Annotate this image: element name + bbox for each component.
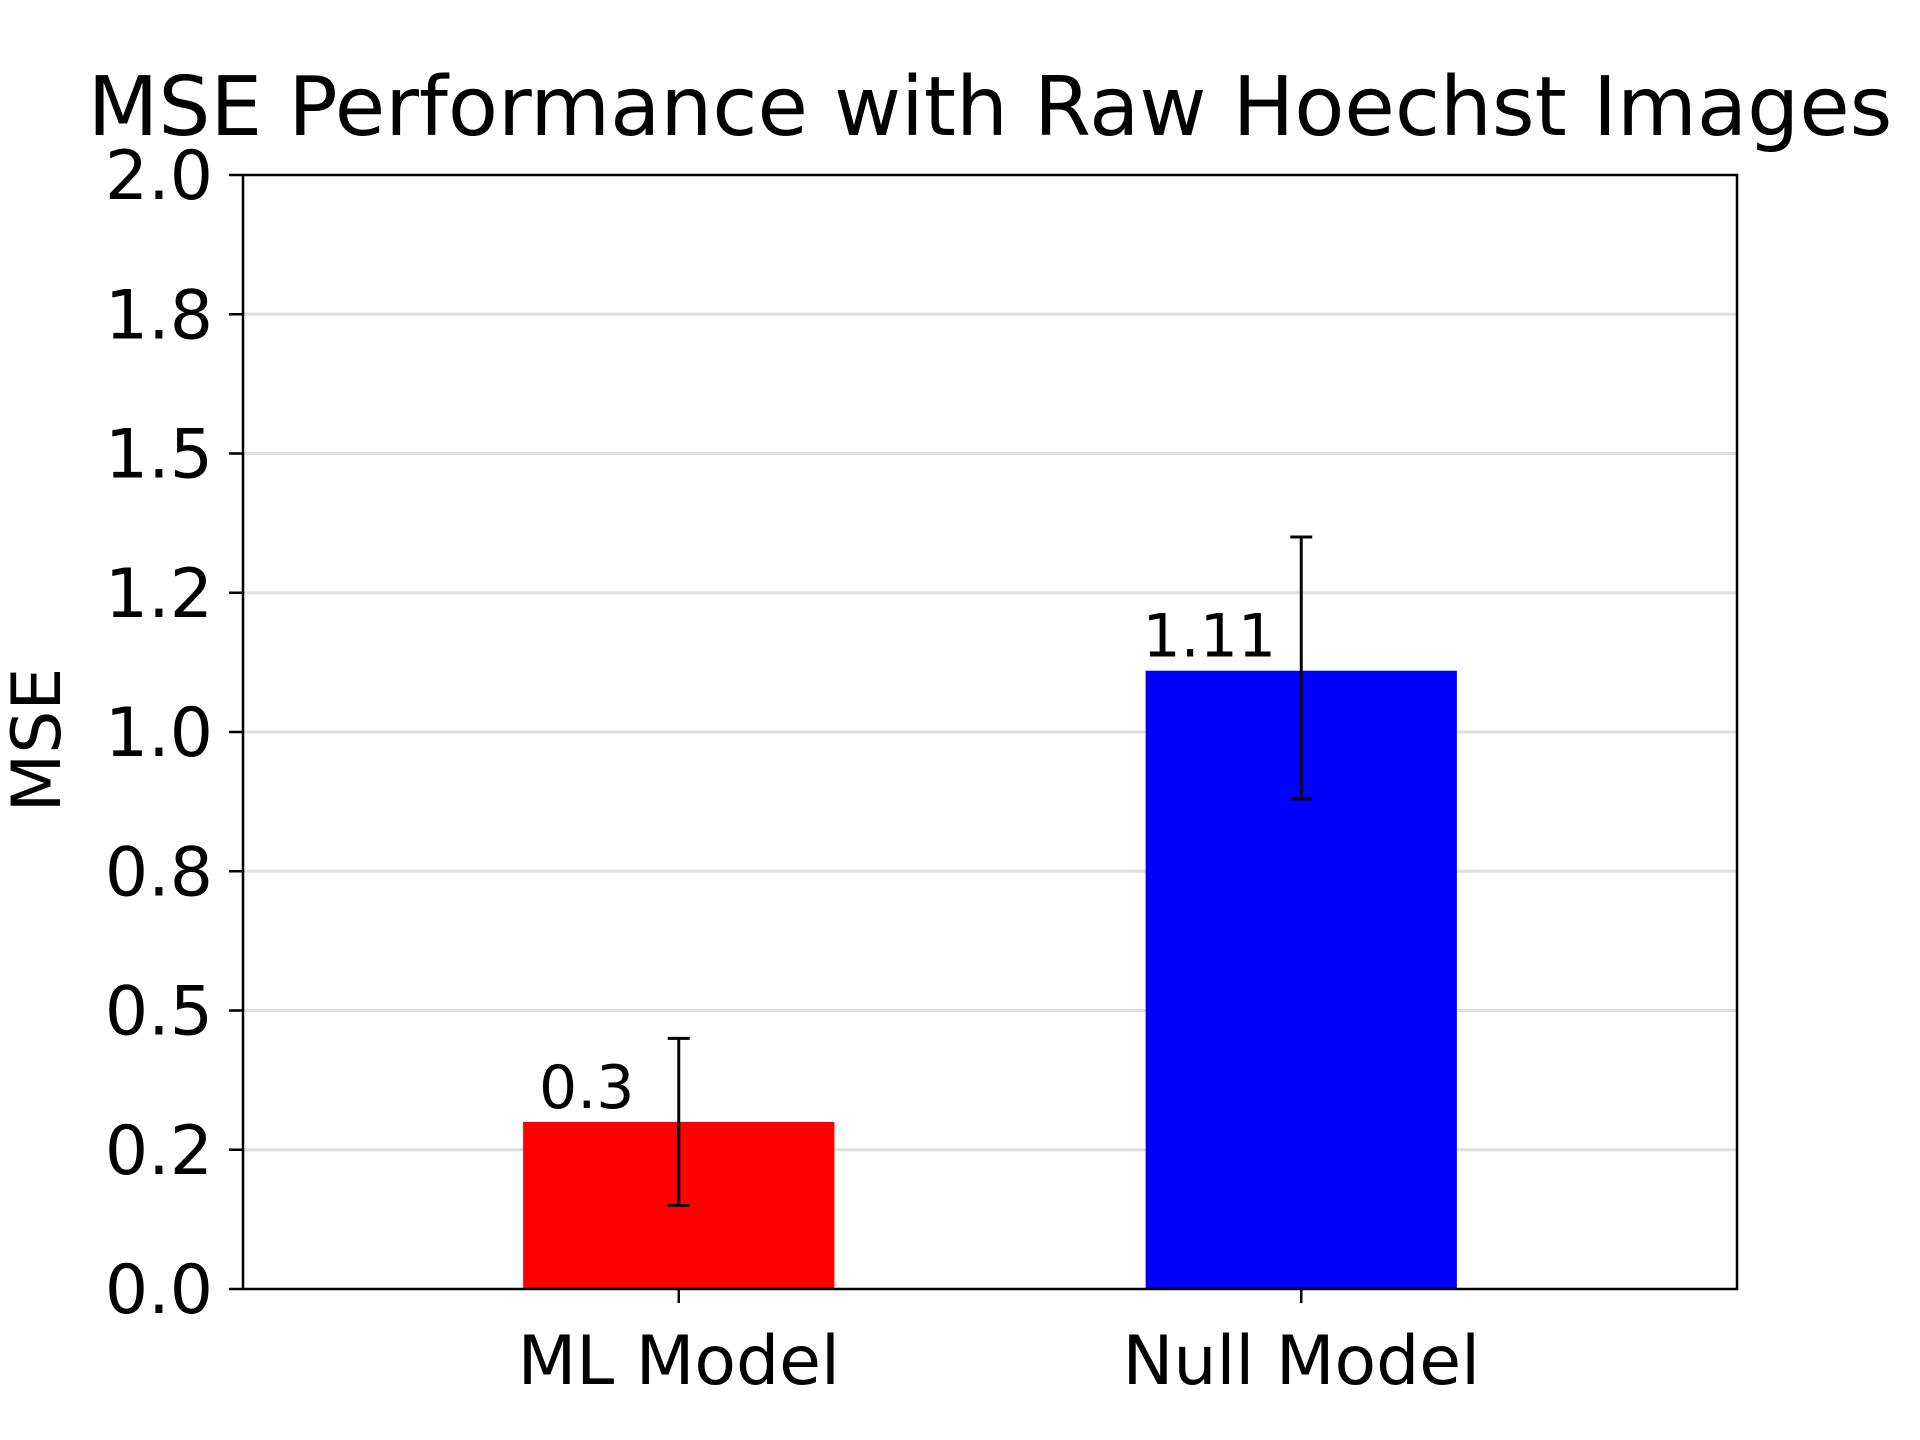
x-tick-label-0: ML Model	[518, 1322, 840, 1401]
x-axis-ticks: ML Model Null Model	[518, 1289, 1480, 1401]
y-tick-label-8: 2.0	[105, 137, 213, 216]
y-axis-label: MSE	[0, 668, 77, 813]
y-tick-label-7: 1.8	[105, 276, 213, 355]
y-tick-label-6: 1.5	[105, 416, 213, 495]
data-labels: 0.3 1.11	[539, 602, 1276, 1123]
y-tick-label-5: 1.2	[105, 555, 213, 634]
y-tick-label-1: 0.2	[105, 1112, 213, 1191]
bars	[523, 670, 1457, 1289]
data-label-1: 1.11	[1142, 602, 1276, 672]
gridlines	[243, 312, 1737, 1152]
y-tick-label-0: 0.0	[105, 1251, 213, 1330]
y-axis-ticks: 0.0 0.2 0.5 0.8 1.0 1.2 1.5 1.8 2.0	[105, 137, 243, 1330]
error-bars	[667, 535, 1313, 1207]
data-label-0: 0.3	[539, 1053, 634, 1123]
y-tick-label-2: 0.5	[105, 973, 213, 1052]
y-tick-label-3: 0.8	[105, 833, 213, 912]
x-tick-label-1: Null Model	[1122, 1322, 1480, 1401]
y-tick-label-4: 1.0	[105, 694, 213, 773]
chart-title: MSE Performance with Raw Hoechst Images	[88, 60, 1893, 155]
